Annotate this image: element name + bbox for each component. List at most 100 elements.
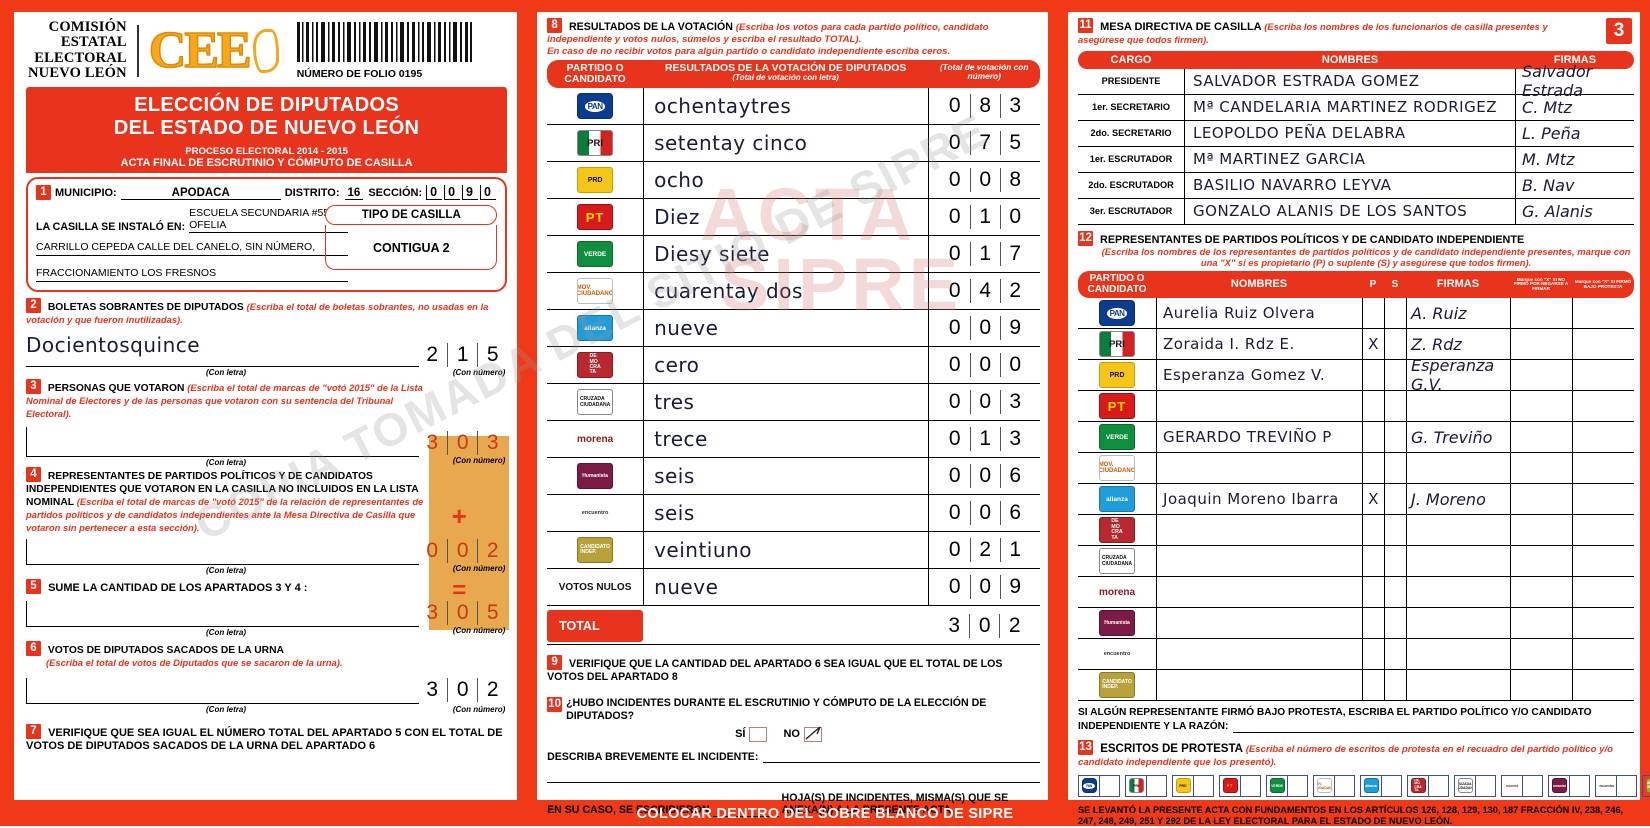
vote-row-letters-cell[interactable]: trece (643, 421, 928, 458)
protest-box-value[interactable] (1287, 775, 1307, 796)
rep-no-firmo-cell[interactable] (1510, 329, 1572, 360)
address-line-1[interactable]: ESCUELA SECUNDARIA #55 OFELIA (189, 207, 348, 234)
rep-firma-cell[interactable] (1406, 639, 1510, 670)
mesa-nombre-cell[interactable]: GONZALO ALANIS DE LOS SANTOS (1184, 198, 1517, 224)
mesa-firma-cell[interactable]: G. Alanis (1516, 199, 1634, 224)
vote-row-letters-cell[interactable]: veintiuno (643, 532, 928, 569)
rep-no-firmo-cell[interactable] (1510, 422, 1572, 453)
vote-row-letters-cell[interactable]: cuarentay dos (643, 273, 928, 310)
rep-firma-cell[interactable] (1406, 608, 1510, 639)
section-3-number-value[interactable]: 3 0 3 (417, 431, 507, 456)
rep-protesta-cell[interactable] (1572, 298, 1634, 329)
rep-p-cell[interactable] (1362, 453, 1384, 484)
protest-box[interactable]: alianza (1360, 774, 1403, 797)
rep-nombre-cell[interactable]: Aurelia Ruiz Olvera (1156, 298, 1362, 329)
rep-no-firmo-cell[interactable] (1510, 639, 1572, 670)
protest-box[interactable]: Humanista (1548, 774, 1591, 797)
protest-box[interactable]: PT (1219, 774, 1262, 797)
rep-nombre-cell[interactable]: Esperanza Gomez V. (1156, 360, 1362, 391)
rep-p-cell[interactable] (1362, 298, 1384, 329)
protest-box-value[interactable] (1475, 775, 1495, 796)
vote-row-letters-cell[interactable]: nueve (643, 310, 928, 347)
address-line-2[interactable]: CARRILLO CEPEDA CALLE DEL CANELO, SIN NÚ… (36, 241, 348, 257)
vote-row-letters-cell[interactable]: cero (643, 347, 928, 384)
section-2-number-value[interactable]: 2 1 5 (417, 343, 507, 368)
vote-row-letters-cell[interactable]: seis (643, 495, 928, 532)
rep-firma-cell[interactable]: Z. Rdz (1406, 329, 1510, 360)
section-5-number-value[interactable]: 3 0 5 (417, 600, 507, 625)
mesa-nombre-cell[interactable]: SALVADOR ESTRADA GOMEZ (1184, 68, 1517, 94)
rep-s-cell[interactable] (1384, 608, 1406, 639)
rep-nombre-cell[interactable] (1156, 608, 1362, 639)
address-line-3[interactable]: FRACCIONAMIENTO LOS FRESNOS (36, 267, 348, 283)
rep-protesta-cell[interactable] (1572, 422, 1634, 453)
rep-no-firmo-cell[interactable] (1510, 546, 1572, 577)
protest-box[interactable]: encuentro (1595, 774, 1638, 797)
rep-protesta-cell[interactable] (1572, 515, 1634, 546)
protest-value[interactable] (1233, 721, 1635, 733)
protest-box-value[interactable] (1099, 775, 1119, 796)
rep-protesta-cell[interactable] (1572, 546, 1634, 577)
rep-p-cell[interactable] (1362, 360, 1384, 391)
section-4-number-value[interactable]: 0 0 2 (417, 538, 507, 563)
rep-nombre-cell[interactable] (1156, 546, 1362, 577)
rep-p-cell[interactable] (1362, 546, 1384, 577)
rep-s-cell[interactable] (1384, 422, 1406, 453)
vote-row-letters-cell[interactable]: tres (643, 384, 928, 421)
rep-no-firmo-cell[interactable] (1510, 298, 1572, 329)
vote-row-letters-cell[interactable]: seis (643, 458, 928, 495)
rep-p-cell[interactable] (1362, 608, 1384, 639)
mesa-firma-cell[interactable]: B. Nav (1516, 173, 1634, 198)
section-6-number-value[interactable]: 3 0 2 (417, 677, 507, 702)
rep-nombre-cell[interactable]: GERARDO TREVIÑO P (1156, 422, 1362, 453)
vote-row-letters-cell[interactable]: Diez (643, 199, 928, 236)
protest-box[interactable]: PRI (1125, 774, 1168, 797)
rep-s-cell[interactable] (1384, 360, 1406, 391)
section-2-letter-value[interactable]: Docientosquince (26, 333, 201, 358)
rep-firma-cell[interactable]: J. Moreno (1406, 484, 1510, 515)
vote-row-letters-cell[interactable]: nueve (643, 569, 928, 606)
rep-nombre-cell[interactable] (1156, 639, 1362, 670)
rep-p-cell[interactable] (1362, 515, 1384, 546)
si-checkbox[interactable] (749, 726, 768, 742)
rep-no-firmo-cell[interactable] (1510, 515, 1572, 546)
rep-protesta-cell[interactable] (1572, 608, 1634, 639)
rep-firma-cell[interactable] (1406, 546, 1510, 577)
mesa-firma-cell[interactable]: L. Peña (1516, 121, 1634, 146)
rep-firma-cell[interactable]: Esperanza G.V. (1406, 356, 1510, 394)
protest-box-value[interactable] (1240, 775, 1260, 796)
rep-protesta-cell[interactable] (1572, 639, 1634, 670)
rep-s-cell[interactable] (1384, 546, 1406, 577)
rep-protesta-cell[interactable] (1572, 360, 1634, 391)
rep-protesta-cell[interactable] (1572, 670, 1634, 701)
mesa-firma-cell[interactable]: Salvador Estrada (1516, 62, 1634, 100)
vote-row-letters-cell[interactable]: setentay cinco (643, 125, 928, 162)
rep-nombre-cell[interactable] (1156, 453, 1362, 484)
no-checkbox[interactable] (803, 726, 822, 742)
rep-protesta-cell[interactable] (1572, 453, 1634, 484)
protest-box[interactable]: morena (1501, 774, 1544, 797)
rep-nombre-cell[interactable] (1156, 577, 1362, 608)
protest-box-value[interactable] (1522, 775, 1542, 796)
rep-p-cell[interactable] (1362, 391, 1384, 422)
hojas-value[interactable] (712, 804, 779, 817)
rep-s-cell[interactable] (1384, 391, 1406, 422)
rep-no-firmo-cell[interactable] (1510, 453, 1572, 484)
rep-no-firmo-cell[interactable] (1510, 608, 1572, 639)
protest-box-value[interactable] (1334, 775, 1354, 796)
protest-box[interactable]: MOV.CIUDADANO (1313, 774, 1356, 797)
rep-p-cell[interactable]: X (1362, 329, 1384, 360)
